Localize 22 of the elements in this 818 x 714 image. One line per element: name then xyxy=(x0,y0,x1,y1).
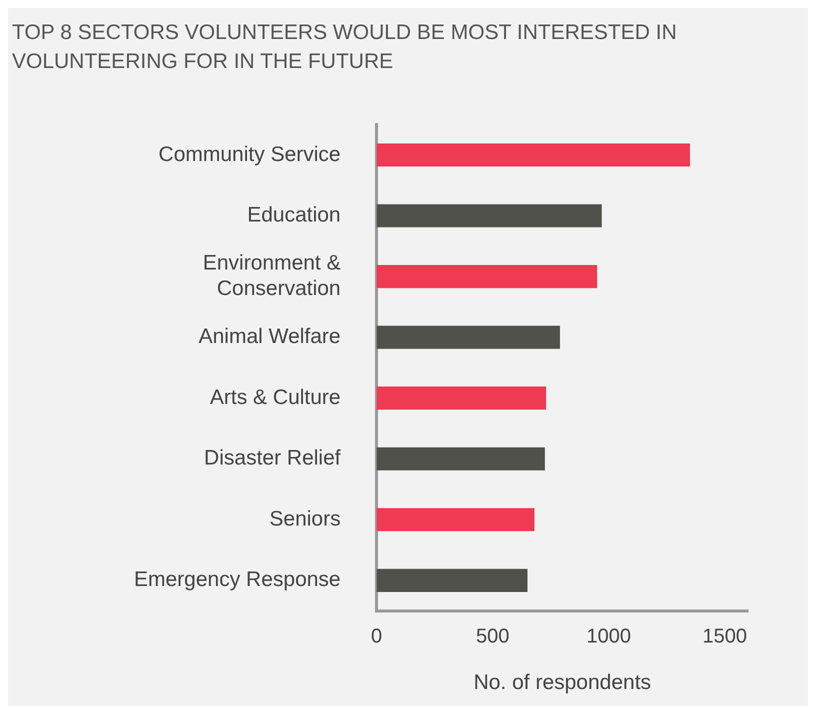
y-tick-label: Arts & Culture xyxy=(210,386,341,409)
y-tick-label: Emergency Response xyxy=(134,568,341,592)
bar xyxy=(376,326,560,349)
y-tick-label: Animal Welfare xyxy=(198,325,341,348)
x-axis-title: No. of respondents xyxy=(474,671,652,694)
y-tick-label: Seniors xyxy=(269,507,341,530)
x-tick-label: 1000 xyxy=(586,625,631,648)
bar xyxy=(376,386,546,410)
chart-title: TOP 8 SECTORS VOLUNTEERS WOULD BE MOST INTERESTED IN VOLUNTEERING FOR IN THE FUTURE xyxy=(11,20,678,75)
x-tick-label: 0 xyxy=(371,625,382,648)
bar xyxy=(376,568,528,592)
y-tick-label: Environment & Conservation xyxy=(202,252,341,300)
bar xyxy=(376,447,545,470)
x-tick-label: 500 xyxy=(476,625,510,648)
bar xyxy=(376,143,690,167)
y-tick-label: Disaster Relief xyxy=(204,446,341,470)
bar xyxy=(376,264,598,288)
y-tick-label: Community Service xyxy=(158,142,341,166)
bar xyxy=(376,508,534,532)
y-tick-label: Education xyxy=(247,204,341,227)
bar xyxy=(376,204,602,228)
x-tick-label: 1500 xyxy=(702,625,748,648)
